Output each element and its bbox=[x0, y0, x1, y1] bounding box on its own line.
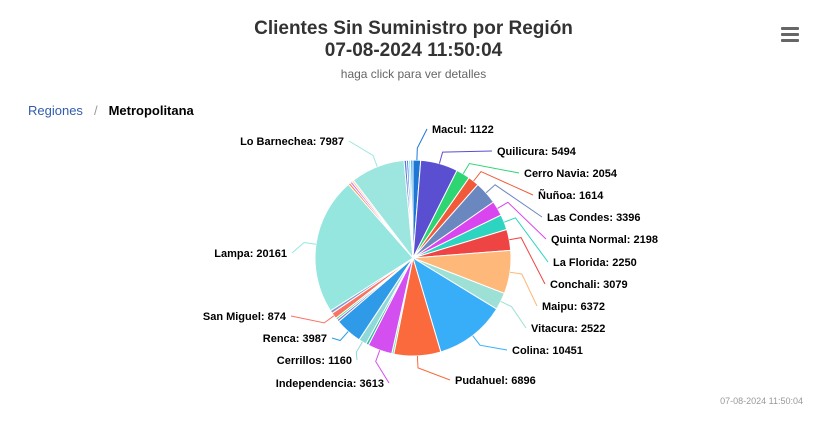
data-label-pudahuel: Pudahuel: 6896 bbox=[455, 375, 536, 387]
connector-line bbox=[504, 217, 549, 263]
connector-line bbox=[497, 201, 547, 240]
pie-slice-unlabeled-29[interactable] bbox=[410, 159, 414, 259]
connector-line bbox=[472, 335, 508, 351]
connector-line bbox=[290, 315, 335, 324]
connector-line bbox=[500, 300, 527, 329]
breadcrumb-separator: / bbox=[93, 103, 98, 118]
connector-line bbox=[509, 271, 538, 307]
connector-line bbox=[416, 355, 451, 381]
data-label-conchali: Conchali: 3079 bbox=[550, 279, 628, 291]
connector-line bbox=[485, 184, 543, 218]
breadcrumb-link-regiones[interactable]: Regiones bbox=[28, 103, 83, 118]
data-label-quinta-normal: Quinta Normal: 2198 bbox=[551, 234, 658, 246]
chart-title: Clientes Sin Suministro por Región 07-08… bbox=[0, 18, 827, 62]
data-label-quilicura: Quilicura: 5494 bbox=[497, 146, 577, 158]
chart-subtitle: haga click para ver detalles bbox=[340, 67, 487, 81]
data-label-lampa: Lampa: 20161 bbox=[214, 248, 287, 260]
data-label-la-florida: La Florida: 2250 bbox=[553, 257, 637, 269]
data-label-colina: Colina: 10451 bbox=[512, 345, 583, 357]
connector-line bbox=[462, 162, 520, 175]
breadcrumb: Regiones / Metropolitana bbox=[28, 103, 194, 118]
data-label-las-condes: Las Condes: 3396 bbox=[547, 212, 641, 224]
connector-line bbox=[331, 331, 349, 342]
data-label-ñuñoa: Ñuñoa: 1614 bbox=[538, 189, 604, 202]
data-label-cerro-navia: Cerro Navia: 2054 bbox=[524, 168, 618, 180]
data-label-san-miguel: San Miguel: 874 bbox=[203, 311, 287, 323]
data-label-cerrillos: Cerrillos: 1160 bbox=[277, 355, 352, 367]
data-label-lo-barnechea: Lo Barnechea: 7987 bbox=[240, 136, 344, 148]
connector-line bbox=[473, 170, 534, 196]
data-label-renca: Renca: 3987 bbox=[263, 333, 327, 345]
chart-credits: 07-08-2024 11:50:04 bbox=[720, 396, 803, 406]
connector-line bbox=[509, 237, 546, 285]
connector-line bbox=[348, 140, 378, 167]
breadcrumb-current: Metropolitana bbox=[108, 103, 194, 118]
data-label-macul: Macul: 1122 bbox=[432, 124, 494, 136]
hamburger-menu-icon[interactable] bbox=[779, 27, 801, 45]
connector-line bbox=[355, 341, 363, 361]
data-label-vitacura: Vitacura: 2522 bbox=[531, 323, 605, 335]
data-label-maipu: Maipu: 6372 bbox=[542, 301, 605, 313]
connector-line bbox=[416, 128, 428, 161]
connector-line bbox=[375, 350, 390, 384]
pie-slice-lampa[interactable] bbox=[314, 183, 414, 312]
data-label-independencia: Independencia: 3613 bbox=[276, 378, 384, 390]
chart-title-text: Clientes Sin Suministro por Región bbox=[254, 18, 573, 39]
connector-line bbox=[291, 241, 317, 254]
connector-line bbox=[438, 150, 493, 164]
chart-title-date: 07-08-2024 11:50:04 bbox=[324, 40, 503, 61]
